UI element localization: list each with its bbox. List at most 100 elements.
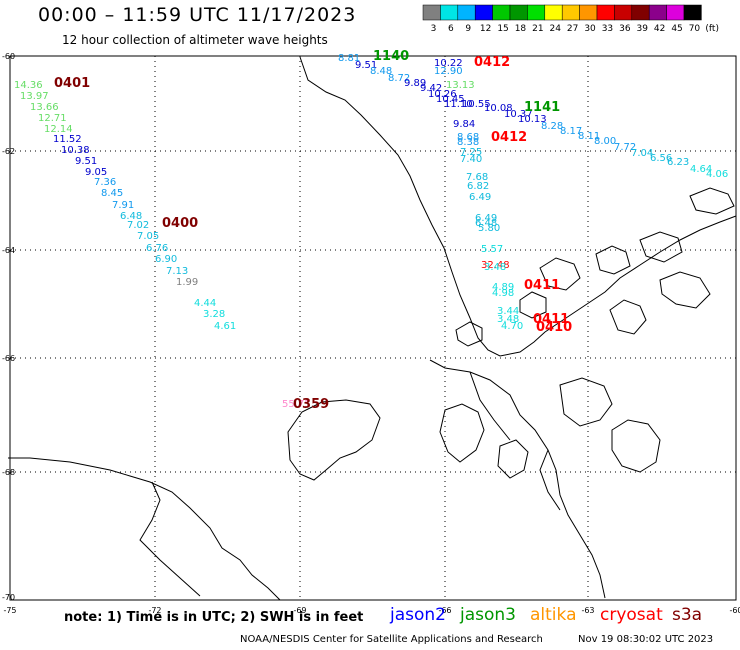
longitude-label: -60 bbox=[729, 606, 740, 615]
wave-height-label: 6.23 bbox=[667, 157, 689, 168]
longitude-label: -72 bbox=[148, 606, 161, 615]
wave-height-label: 3.44 bbox=[497, 306, 519, 317]
colorbar-label: 21 bbox=[532, 24, 543, 34]
wave-height-label: 7.25 bbox=[460, 147, 482, 158]
wave-height-label: 7.05 bbox=[137, 231, 159, 242]
wave-height-label: 12.71 bbox=[38, 113, 67, 124]
wave-height-label: 12.90 bbox=[434, 66, 463, 77]
colorbar-label: 18 bbox=[515, 24, 527, 34]
colorbar-label: 33 bbox=[602, 24, 613, 34]
pass-time-label: 1141 bbox=[524, 100, 560, 115]
wave-height-label: 3.28 bbox=[203, 309, 225, 320]
southern-coast bbox=[429, 359, 606, 599]
wave-height-label: 13.66 bbox=[30, 102, 59, 113]
colorbar-swatch bbox=[509, 4, 528, 21]
wave-height-label: 4.06 bbox=[706, 169, 728, 180]
pass-time-label: 0412 bbox=[491, 130, 527, 145]
wave-height-label: 10.55 bbox=[462, 99, 491, 110]
latitude-label: -66 bbox=[2, 354, 15, 363]
wave-height-label: 4.64 bbox=[690, 164, 712, 175]
wave-height-label: 13.13 bbox=[446, 80, 475, 91]
colorbar-swatch bbox=[579, 4, 598, 21]
latitude-label: -64 bbox=[2, 246, 15, 255]
island-coast bbox=[639, 231, 683, 263]
wave-height-label: 7.36 bbox=[94, 177, 116, 188]
wave-height-label: 8.48 bbox=[370, 66, 392, 77]
pass-time-label: 0401 bbox=[54, 76, 90, 91]
colorbar-label: 12 bbox=[480, 24, 491, 34]
pass-time-label: 0412 bbox=[474, 55, 510, 70]
colorbar-unit: (ft) bbox=[705, 24, 719, 34]
wave-height-label: 6.49 bbox=[475, 213, 497, 224]
wave-height-label: 3.48 bbox=[497, 314, 519, 325]
colorbar-swatch bbox=[527, 4, 546, 21]
pass-time-label: 0411 bbox=[533, 312, 569, 327]
wave-height-label: 4.98 bbox=[492, 288, 514, 299]
colorbar-swatch bbox=[666, 4, 685, 21]
wave-height-label: 10.08 bbox=[484, 103, 513, 114]
coastline bbox=[8, 56, 737, 601]
page-subtitle: 12 hour collection of altimeter wave hei… bbox=[62, 33, 328, 47]
latitude-label: -60 bbox=[2, 52, 15, 61]
wave-height-label: 8.17 bbox=[560, 126, 582, 137]
colorbar-swatch bbox=[492, 4, 511, 21]
wave-height-label: 4.89 bbox=[492, 282, 514, 293]
latitude-label: -68 bbox=[2, 468, 15, 477]
latitude-label: -70 bbox=[2, 593, 15, 602]
island-coast bbox=[539, 257, 581, 291]
island-coast bbox=[519, 291, 547, 319]
wave-height-label: 7.02 bbox=[127, 220, 149, 231]
colorbar-swatch bbox=[648, 4, 667, 21]
colorbar-label: 45 bbox=[671, 24, 682, 34]
colorbar-swatch bbox=[544, 4, 563, 21]
wave-height-label: 5.57 bbox=[481, 244, 503, 255]
wave-height-label: 6.76 bbox=[146, 243, 168, 254]
wave-height-label: 8.45 bbox=[101, 188, 123, 199]
wave-height-label: 6.82 bbox=[467, 181, 489, 192]
wave-height-label: 14.36 bbox=[14, 80, 43, 91]
map-frame bbox=[9, 55, 737, 601]
southwest-coast bbox=[8, 457, 281, 601]
ice-shelf-line bbox=[139, 481, 201, 597]
wave-height-label: 55.75 bbox=[282, 399, 311, 410]
wave-height-label: 7.68 bbox=[466, 172, 488, 183]
bay-coast bbox=[439, 403, 485, 463]
inlet-coast bbox=[611, 419, 661, 473]
colorbar-label: 30 bbox=[584, 24, 596, 34]
wave-height-label: 10.26 bbox=[428, 89, 457, 100]
wave-height-label: 5.80 bbox=[478, 223, 500, 234]
pass-time-label: 0359 bbox=[293, 397, 329, 412]
colorbar-swatch bbox=[457, 4, 476, 21]
wave-height-label: 13.97 bbox=[20, 91, 49, 102]
colorbar-label: 15 bbox=[497, 24, 508, 34]
wave-height-label: 7.40 bbox=[460, 154, 482, 165]
colorbar-label: 27 bbox=[567, 24, 578, 34]
colorbar-label: 36 bbox=[619, 24, 631, 34]
colorbar-swatch bbox=[474, 4, 493, 21]
wave-height-label: 9.05 bbox=[85, 167, 107, 178]
wave-height-label: 3.48 bbox=[484, 262, 506, 273]
ice-shelf-line bbox=[469, 371, 511, 441]
wave-height-label: 4.70 bbox=[501, 321, 523, 332]
satellite-legend-jason2: jason2 bbox=[390, 605, 446, 625]
colorbar-label: 39 bbox=[637, 24, 649, 34]
wave-height-label: 9.51 bbox=[355, 60, 377, 71]
wave-height-label: 7.13 bbox=[166, 266, 188, 277]
latitude-label: -62 bbox=[2, 147, 15, 156]
colorbar-label: 9 bbox=[465, 24, 471, 34]
wave-height-label: 8.72 bbox=[388, 73, 410, 84]
wave-height-label: 4.44 bbox=[194, 298, 216, 309]
credit-line: NOAA/NESDIS Center for Satellite Applica… bbox=[240, 634, 543, 645]
colorbar-label: 6 bbox=[448, 24, 454, 34]
wave-height-label: 10.22 bbox=[434, 58, 463, 69]
wave-height-label: 8.00 bbox=[594, 136, 616, 147]
footer-note: note: 1) Time is in UTC; 2) SWH is in fe… bbox=[64, 610, 364, 625]
wave-height-label: 12.14 bbox=[44, 124, 73, 135]
wave-height-label: 7.72 bbox=[614, 142, 636, 153]
wave-height-label: 1.99 bbox=[176, 277, 198, 288]
wave-height-label: 10.37 bbox=[504, 109, 533, 120]
island-coast bbox=[455, 321, 483, 347]
longitude-label: -69 bbox=[293, 606, 306, 615]
island-coast bbox=[595, 245, 631, 275]
